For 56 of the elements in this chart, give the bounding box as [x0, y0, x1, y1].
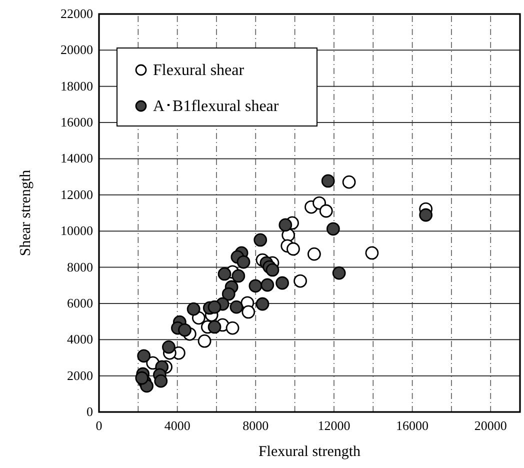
- point: [256, 297, 270, 311]
- point: [308, 247, 321, 261]
- point: [222, 287, 236, 301]
- point: [186, 302, 200, 316]
- y-tick-label: 22000: [60, 6, 93, 21]
- y-tick-label: 4000: [67, 332, 93, 347]
- point: [319, 204, 333, 218]
- point: [278, 218, 292, 232]
- point: [286, 242, 300, 256]
- point: [266, 263, 280, 277]
- point: [419, 208, 433, 222]
- point: [226, 321, 240, 335]
- point: [218, 267, 232, 281]
- y-tick-label: 6000: [67, 295, 93, 310]
- point: [326, 222, 340, 236]
- point: [162, 340, 176, 354]
- point: [332, 266, 346, 280]
- y-tick-label: 12000: [60, 186, 93, 202]
- y-tick-label: 0: [86, 404, 93, 419]
- point: [208, 300, 222, 314]
- legend-label: A･B1flexural shear: [153, 98, 280, 115]
- point: [294, 274, 307, 288]
- point: [365, 246, 379, 260]
- x-tick-label: 16000: [396, 418, 429, 433]
- point: [254, 233, 268, 247]
- point: [137, 349, 151, 363]
- x-tick-label: 12000: [318, 418, 350, 433]
- x-tick-label: 8000: [242, 418, 269, 433]
- x-tick-label: 20000: [474, 418, 507, 433]
- point: [230, 300, 244, 314]
- y-tick-label: 10000: [60, 223, 93, 238]
- point: [154, 374, 168, 388]
- point: [232, 269, 246, 283]
- y-tick-label: 8000: [67, 259, 93, 274]
- y-tick-label: 20000: [60, 42, 93, 58]
- point: [312, 196, 326, 210]
- x-tick-label: 4000: [164, 418, 190, 433]
- y-tick-label: 2000: [67, 368, 93, 383]
- y-axis-title: Shear strength: [18, 169, 34, 256]
- point: [321, 174, 335, 188]
- point: [342, 175, 356, 189]
- point: [248, 279, 262, 293]
- point: [236, 255, 250, 269]
- point: [208, 320, 222, 334]
- point: [276, 276, 289, 290]
- x-tick-label: 0: [96, 418, 102, 433]
- legend-label: Flexural shear: [153, 62, 245, 79]
- y-tick-label: 14000: [60, 150, 93, 166]
- y-tick-label: 16000: [60, 114, 93, 130]
- point: [135, 371, 149, 385]
- point: [242, 305, 256, 319]
- x-axis-title: Flexural strength: [258, 444, 362, 460]
- point: [178, 323, 192, 337]
- y-tick-label: 18000: [60, 78, 93, 94]
- point: [260, 278, 274, 292]
- point: [198, 334, 212, 348]
